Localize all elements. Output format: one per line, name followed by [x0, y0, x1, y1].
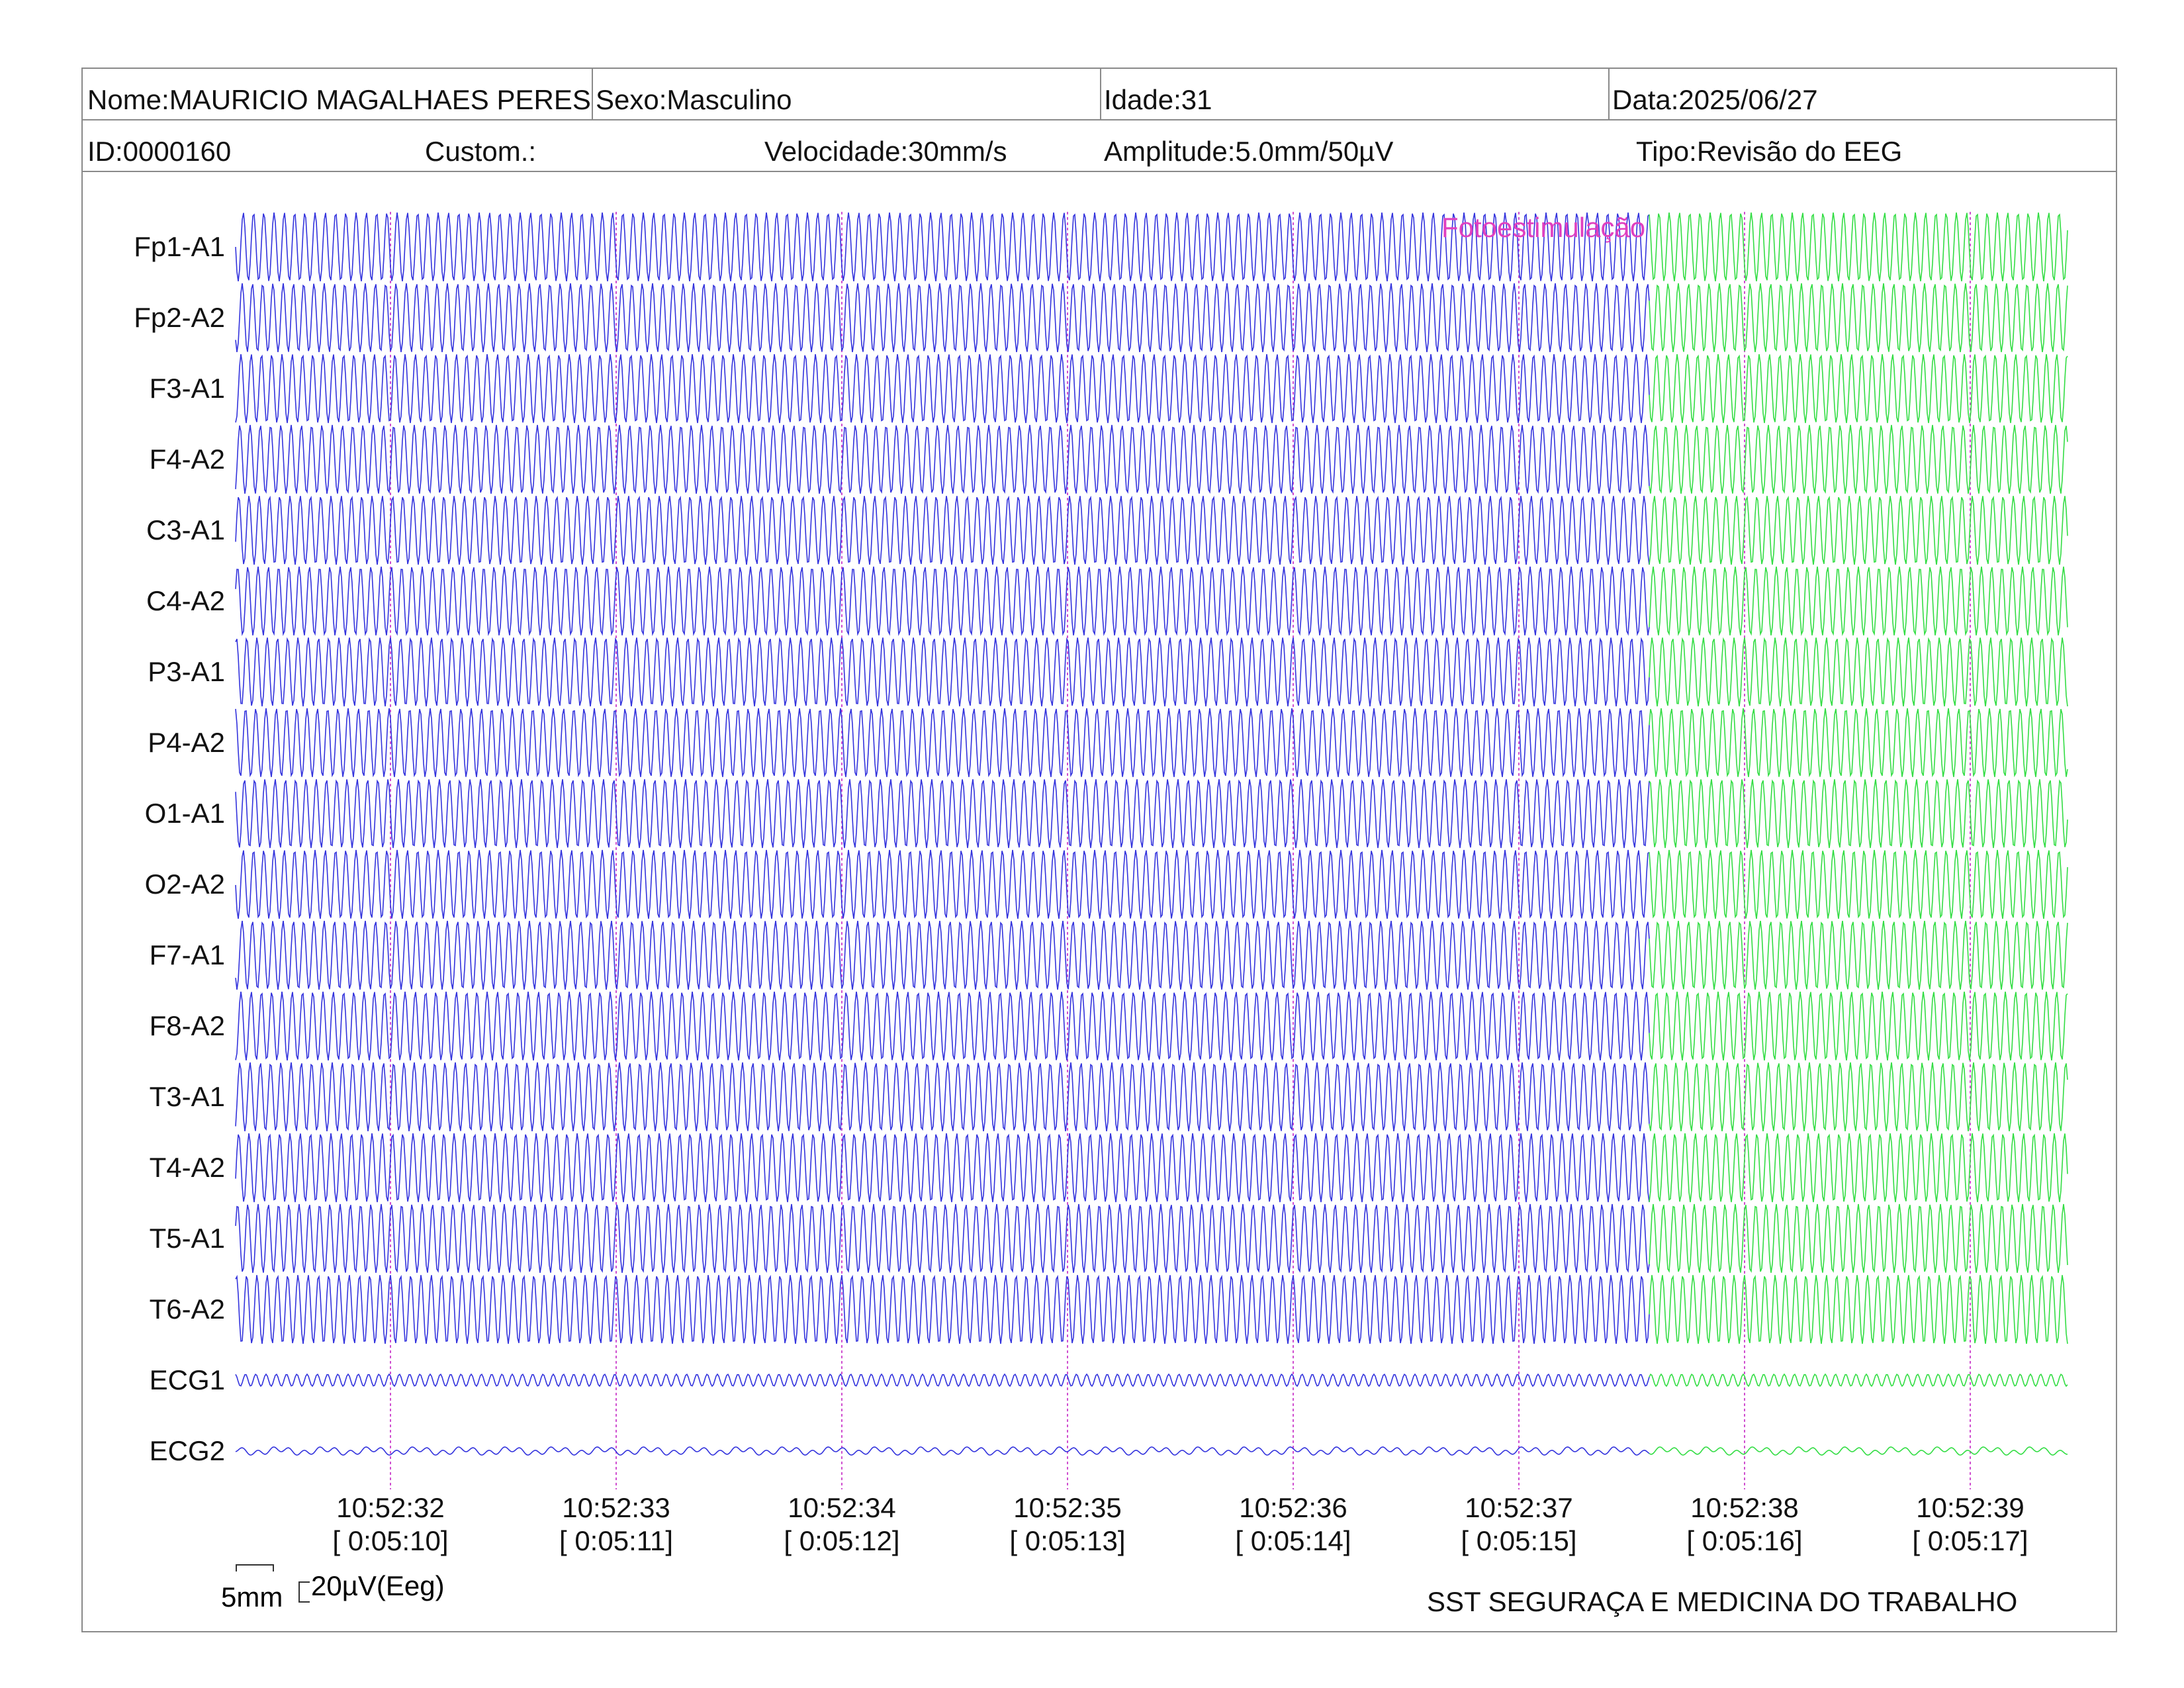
trace-f8-a2 [235, 991, 1650, 1061]
amplitude-scale-label: 20µV(Eeg) [311, 1570, 445, 1601]
channel-label: T4-A2 [150, 1152, 225, 1183]
trace-photic-t6-a2 [1649, 1274, 2068, 1344]
elapsed-tick-label: [ 0:05:11] [559, 1525, 673, 1556]
record-type: Tipo:Revisão do EEG [1636, 136, 1903, 167]
trace-photic-p3-a1 [1649, 637, 2068, 707]
elapsed-tick-label: [ 0:05:12] [784, 1525, 899, 1556]
channel-label: F3-A1 [150, 373, 225, 404]
time-tick-label: 10:52:37 [1465, 1492, 1573, 1523]
trace-t5-a1 [235, 1203, 1650, 1273]
channel-label: F8-A2 [150, 1010, 225, 1041]
time-scale-bar [236, 1564, 274, 1571]
channel-label: P4-A2 [148, 727, 225, 758]
trace-t4-a2 [235, 1133, 1650, 1203]
trace-photic-f8-a2 [1649, 991, 2068, 1061]
channel-label: O2-A2 [145, 868, 225, 900]
channel-label: ECG2 [150, 1435, 225, 1466]
channel-label: C4-A2 [146, 585, 225, 616]
trace-photic-ecg2 [1649, 1446, 2068, 1456]
channel-label: Fp1-A1 [134, 231, 225, 262]
report-sheet [81, 68, 2117, 1632]
time-tick-label: 10:52:33 [562, 1492, 670, 1523]
trace-photic-t3-a1 [1649, 1062, 2068, 1132]
elapsed-tick-label: [ 0:05:16] [1686, 1525, 1802, 1556]
trace-o1-a1 [235, 779, 1650, 849]
trace-p4-a2 [235, 708, 1650, 778]
trace-f3-a1 [235, 353, 1650, 424]
trace-photic-o2-a2 [1649, 849, 2068, 919]
header-col-divider [1608, 68, 1610, 120]
amplitude-setting: Amplitude:5.0mm/50µV [1104, 136, 1394, 167]
channel-label: O1-A1 [145, 798, 225, 829]
channel-label: F4-A2 [150, 444, 225, 475]
trace-photic-ecg1 [1649, 1373, 2068, 1387]
photic-event-label: Fotoestimulação [1441, 212, 1645, 243]
patient-sex: Sexo:Masculino [596, 84, 792, 115]
trace-photic-t4-a2 [1649, 1133, 2068, 1203]
trace-t3-a1 [235, 1062, 1650, 1132]
elapsed-tick-label: [ 0:05:15] [1461, 1525, 1576, 1556]
amplitude-scale-bar [298, 1581, 310, 1603]
trace-photic-f7-a1 [1649, 920, 2068, 990]
trace-photic-t5-a1 [1649, 1203, 2068, 1273]
time-tick-label: 10:52:39 [1916, 1492, 2025, 1523]
trace-photic-f4-a2 [1649, 424, 2068, 494]
trace-f7-a1 [235, 920, 1650, 990]
trace-f4-a2 [235, 424, 1650, 494]
trace-photic-fp1-a1 [1649, 212, 2068, 282]
header-bottom-divider [81, 171, 2117, 172]
elapsed-tick-label: [ 0:05:14] [1235, 1525, 1351, 1556]
trace-photic-o1-a1 [1649, 779, 2068, 849]
time-tick-label: 10:52:32 [336, 1492, 445, 1523]
trace-photic-f3-a1 [1649, 353, 2068, 424]
trace-c4-a2 [235, 566, 1650, 636]
elapsed-tick-label: [ 0:05:17] [1912, 1525, 2028, 1556]
elapsed-tick-label: [ 0:05:13] [1009, 1525, 1125, 1556]
channel-label: Fp2-A2 [134, 302, 225, 333]
time-tick-label: 10:52:35 [1013, 1492, 1122, 1523]
patient-age: Idade:31 [1104, 84, 1212, 115]
time-tick-label: 10:52:36 [1239, 1492, 1347, 1523]
record-date: Data:2025/06/27 [1612, 84, 1818, 115]
channel-label: ECG1 [150, 1364, 225, 1395]
channel-label: C3-A1 [146, 514, 225, 545]
speed-setting: Velocidade:30mm/s [764, 136, 1007, 167]
trace-t6-a2 [235, 1274, 1650, 1344]
time-scale-label: 5mm [221, 1581, 283, 1613]
channel-label: T3-A1 [150, 1081, 225, 1112]
patient-id: ID:0000160 [87, 136, 232, 167]
trace-ecg2 [235, 1446, 1650, 1456]
trace-c3-a1 [235, 495, 1650, 565]
time-tick-label: 10:52:34 [788, 1492, 896, 1523]
trace-fp2-a2 [235, 283, 1650, 353]
trace-fp1-a1 [235, 212, 1650, 282]
header-col-divider [1100, 68, 1101, 120]
patient-name: Nome:MAURICIO MAGALHAES PERES [87, 84, 591, 115]
trace-ecg1 [235, 1373, 1650, 1387]
time-tick-label: 10:52:38 [1690, 1492, 1799, 1523]
header-row-divider [81, 119, 2117, 120]
channel-label: T5-A1 [150, 1223, 225, 1254]
custom-field: Custom.: [425, 136, 537, 167]
trace-p3-a1 [235, 637, 1650, 707]
trace-o2-a2 [235, 849, 1650, 919]
trace-photic-fp2-a2 [1649, 283, 2068, 353]
channel-label: T6-A2 [150, 1293, 225, 1325]
channel-label: P3-A1 [148, 656, 225, 687]
elapsed-tick-label: [ 0:05:10] [332, 1525, 448, 1556]
trace-photic-p4-a2 [1649, 708, 2068, 778]
channel-label: F7-A1 [150, 939, 225, 970]
trace-photic-c4-a2 [1649, 566, 2068, 636]
trace-photic-c3-a1 [1649, 495, 2068, 565]
company-name: SST SEGURAÇA E MEDICINA DO TRABALHO [1427, 1586, 2018, 1617]
header-col-divider [592, 68, 593, 120]
